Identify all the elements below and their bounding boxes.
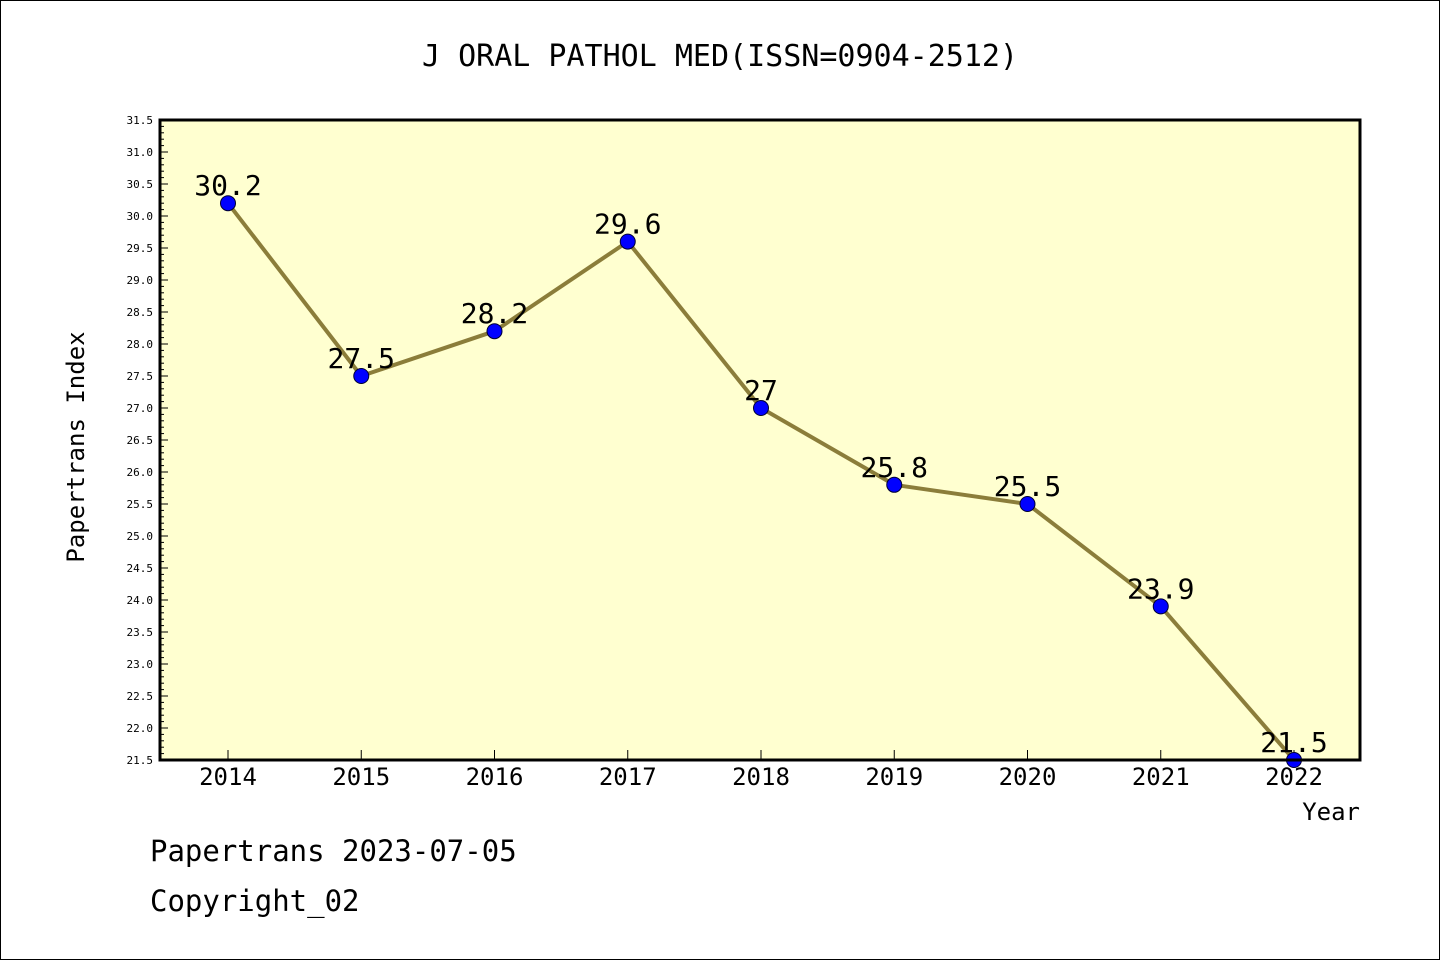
y-tick-label: 26.5 <box>127 434 154 447</box>
series: 30.2 27.5 28.2 29.6 27 25.8 25.5 23.9 21.5 <box>194 169 1328 768</box>
x-tick-label: 2018 <box>732 763 790 791</box>
data-point <box>886 476 903 493</box>
y-tick-label: 28.5 <box>127 306 154 319</box>
y-tick-label: 29.5 <box>127 242 154 255</box>
y-tick-label: 31.0 <box>127 146 154 159</box>
x-axis-label: Year <box>1302 798 1360 826</box>
x-axis: 2014 2015 2016 2017 2018 2019 2020 2021 2022 <box>199 750 1323 791</box>
chart-title: J ORAL PATHOL MED(ISSN=0904-2512) <box>422 39 1018 74</box>
y-tick-label: 22.5 <box>127 690 154 703</box>
x-tick-label: 2019 <box>865 763 923 791</box>
x-tick-label: 2021 <box>1132 763 1190 791</box>
copyright-text: Copyright_02 <box>150 884 360 918</box>
data-point <box>753 400 769 416</box>
y-tick-label: 21.5 <box>127 754 154 767</box>
data-point <box>220 195 236 212</box>
y-tick-label: 23.0 <box>127 658 154 671</box>
y-tick-label: 25.0 <box>127 530 154 543</box>
data-point <box>1019 496 1036 512</box>
source-stamp: Papertrans 2023-07-05 <box>150 834 517 868</box>
data-point <box>1152 598 1169 615</box>
x-tick-label: 2017 <box>599 763 657 791</box>
y-tick-label: 27.0 <box>127 402 154 415</box>
y-tick-label: 31.5 <box>127 114 154 127</box>
data-label: 30.2 <box>194 169 261 202</box>
y-tick-label: 25.5 <box>127 498 154 511</box>
x-tick-label: 2015 <box>332 763 390 791</box>
data-label: 27.5 <box>328 342 395 375</box>
plot-area <box>160 120 1360 760</box>
x-tick-label: 2020 <box>999 763 1057 791</box>
data-point <box>486 323 503 340</box>
plot-border <box>158 118 1362 762</box>
data-label: 25.8 <box>861 451 928 484</box>
data-label: 27 <box>744 374 778 407</box>
y-axis-label: Papertrans Index <box>62 331 90 562</box>
y-tick-label: 29.0 <box>127 274 154 287</box>
y-tick-label: 27.5 <box>127 370 154 383</box>
data-point <box>353 368 370 384</box>
data-label: 28.2 <box>461 297 528 330</box>
x-tick-label: 2014 <box>199 763 257 791</box>
data-label: 25.5 <box>994 470 1061 503</box>
y-tick-label: 23.5 <box>127 626 154 639</box>
y-tick-label: 24.5 <box>127 562 154 575</box>
data-point <box>619 233 636 250</box>
y-tick-label: 30.0 <box>127 210 154 223</box>
y-tick-label: 24.0 <box>127 594 154 607</box>
y-tick-label: 28.0 <box>127 338 154 351</box>
y-tick-label: 26.0 <box>127 466 154 479</box>
x-tick-label: 2016 <box>466 763 524 791</box>
data-label: 29.6 <box>594 208 661 241</box>
y-tick-label: 30.5 <box>127 178 154 191</box>
data-label: 21.5 <box>1260 726 1327 759</box>
y-tick-label: 22.0 <box>127 722 154 735</box>
data-label: 23.9 <box>1127 572 1194 605</box>
